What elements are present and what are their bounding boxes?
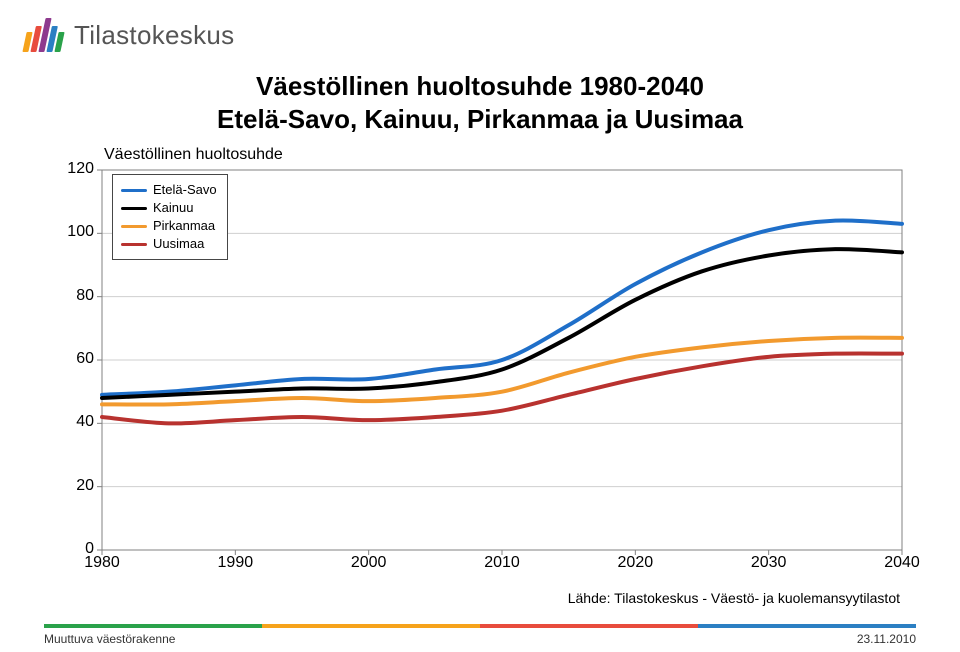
- footer-bar: [44, 624, 916, 628]
- y-tick-label: 60: [58, 350, 94, 368]
- legend-label: Kainuu: [153, 199, 193, 217]
- legend-swatch: [121, 189, 147, 192]
- y-tick-label: 100: [58, 223, 94, 241]
- x-tick-label: 2010: [484, 554, 520, 572]
- x-tick-label: 1980: [84, 554, 120, 572]
- legend-swatch: [121, 225, 147, 228]
- y-tick-label: 120: [58, 160, 94, 178]
- y-tick-label: 80: [58, 287, 94, 305]
- x-tick-label: 2000: [351, 554, 387, 572]
- legend-item: Uusimaa: [121, 235, 217, 253]
- legend-swatch: [121, 243, 147, 246]
- x-tick-label: 2030: [751, 554, 787, 572]
- footer-text: Muuttuva väestörakenne: [44, 632, 175, 646]
- brand-logo: Tilastokeskus: [26, 18, 234, 52]
- chart-title-block: Väestöllinen huoltosuhde 1980-2040 Etelä…: [0, 70, 960, 135]
- legend-label: Etelä-Savo: [153, 181, 217, 199]
- legend-item: Pirkanmaa: [121, 217, 217, 235]
- logo-bars-icon: [22, 18, 67, 52]
- brand-name: Tilastokeskus: [74, 20, 234, 51]
- footer-date: 23.11.2010: [857, 632, 916, 646]
- x-tick-label: 1990: [218, 554, 254, 572]
- chart-title-line1: Väestöllinen huoltosuhde 1980-2040: [0, 70, 960, 103]
- x-tick-label: 2040: [884, 554, 920, 572]
- legend-label: Uusimaa: [153, 235, 204, 253]
- legend-item: Etelä-Savo: [121, 181, 217, 199]
- chart-title-line2: Etelä-Savo, Kainuu, Pirkanmaa ja Uusimaa: [0, 103, 960, 136]
- footer: Muuttuva väestörakenne 23.11.2010: [0, 624, 960, 652]
- y-tick-label: 40: [58, 413, 94, 431]
- chart: Väestöllinen huoltosuhde Etelä-SavoKainu…: [52, 150, 912, 570]
- x-tick-label: 2020: [618, 554, 654, 572]
- y-tick-label: 20: [58, 477, 94, 495]
- source-text: Lähde: Tilastokeskus - Väestö- ja kuolem…: [568, 590, 900, 606]
- legend-label: Pirkanmaa: [153, 217, 215, 235]
- legend-swatch: [121, 207, 147, 210]
- legend: Etelä-SavoKainuuPirkanmaaUusimaa: [112, 174, 228, 260]
- legend-item: Kainuu: [121, 199, 217, 217]
